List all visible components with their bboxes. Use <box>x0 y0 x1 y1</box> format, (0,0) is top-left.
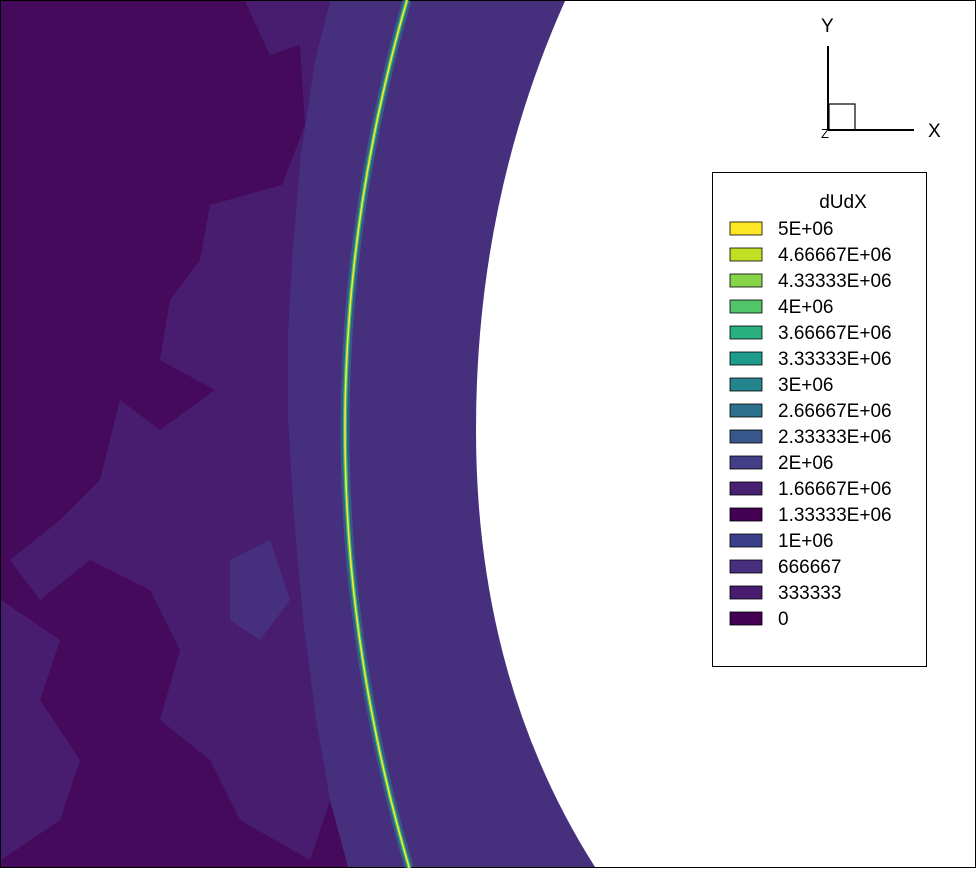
x-axis-label: X <box>928 121 941 142</box>
shock-layer <box>340 0 414 870</box>
legend-swatch-9 <box>729 455 763 470</box>
legend-swatch-1 <box>729 247 763 262</box>
axis-triad: Y X Z <box>821 16 941 142</box>
shock-core <box>344 0 411 869</box>
legend-label-12: 1E+06 <box>778 531 833 552</box>
legend-swatch-14 <box>729 585 763 600</box>
legend-swatch-13 <box>729 559 763 574</box>
legend-label-1: 4.66667E+06 <box>778 245 892 266</box>
legend-swatch-4 <box>729 325 763 340</box>
region-low-patch <box>10 1 330 860</box>
legend-swatch-11 <box>729 507 763 522</box>
legend-label-9: 2E+06 <box>778 453 833 474</box>
legend-swatch-0 <box>729 221 763 236</box>
legend-label-4: 3.66667E+06 <box>778 323 892 344</box>
legend-title: dUdX <box>819 192 867 213</box>
legend-swatch-8 <box>729 429 763 444</box>
legend-label-5: 3.33333E+06 <box>778 349 892 370</box>
legend-swatch-5 <box>729 351 763 366</box>
region-mid-patch <box>230 540 290 640</box>
legend-entries: 5E+06 4.66667E+06 4.33333E+06 4E+06 3.66667E… <box>729 219 892 630</box>
legend-label-2: 4.33333E+06 <box>778 271 892 292</box>
y-axis-label: Y <box>821 16 834 37</box>
legend-swatch-3 <box>729 299 763 314</box>
legend-swatch-6 <box>729 377 763 392</box>
legend-label-3: 4E+06 <box>778 297 833 318</box>
legend-label-6: 3E+06 <box>778 375 833 396</box>
legend-label-0: 5E+06 <box>778 219 833 240</box>
legend-swatch-12 <box>729 533 763 548</box>
legend-label-7: 2.66667E+06 <box>778 401 892 422</box>
legend-swatch-10 <box>729 481 763 496</box>
legend-swatch-7 <box>729 403 763 418</box>
z-axis-label: Z <box>821 126 829 141</box>
region-low-patch-2 <box>1 600 80 860</box>
legend-label-10: 1.66667E+06 <box>778 479 892 500</box>
legend-label-13: 666667 <box>778 557 841 578</box>
legend-swatch-15 <box>729 611 763 626</box>
legend-label-15: 0 <box>778 609 789 630</box>
legend-label-14: 333333 <box>778 583 841 604</box>
legend: dUdX 5E+06 4.66667E+06 4.33333E+06 4E+06 3.6… <box>712 172 927 667</box>
legend-label-8: 2.33333E+06 <box>778 427 892 448</box>
legend-label-11: 1.33333E+06 <box>778 505 892 526</box>
z-axis-box <box>828 103 856 131</box>
legend-swatch-2 <box>729 273 763 288</box>
